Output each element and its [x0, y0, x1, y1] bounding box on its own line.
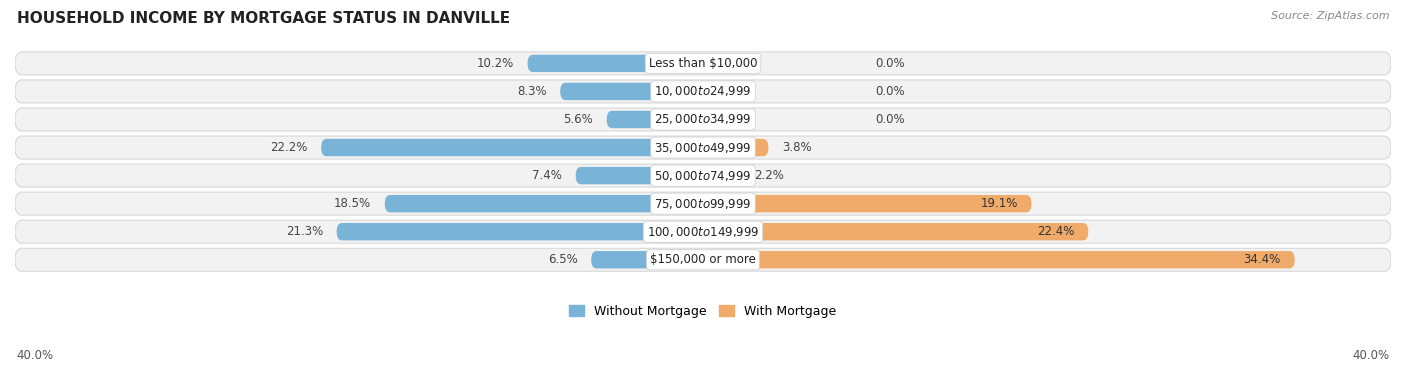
Legend: Without Mortgage, With Mortgage: Without Mortgage, With Mortgage [564, 300, 842, 323]
Text: 40.0%: 40.0% [17, 349, 53, 362]
FancyBboxPatch shape [15, 52, 1391, 75]
Text: 18.5%: 18.5% [333, 197, 371, 210]
Text: Less than $10,000: Less than $10,000 [648, 57, 758, 70]
Text: 0.0%: 0.0% [875, 57, 904, 70]
Text: $100,000 to $149,999: $100,000 to $149,999 [647, 225, 759, 239]
Text: 2.2%: 2.2% [755, 169, 785, 182]
Text: $50,000 to $74,999: $50,000 to $74,999 [654, 169, 752, 182]
FancyBboxPatch shape [15, 164, 1391, 187]
Text: 19.1%: 19.1% [980, 197, 1018, 210]
FancyBboxPatch shape [385, 195, 703, 212]
Text: $150,000 or more: $150,000 or more [650, 253, 756, 266]
Text: 6.5%: 6.5% [548, 253, 578, 266]
Text: 22.2%: 22.2% [270, 141, 308, 154]
FancyBboxPatch shape [15, 220, 1391, 243]
Text: Source: ZipAtlas.com: Source: ZipAtlas.com [1271, 11, 1389, 21]
Text: 21.3%: 21.3% [285, 225, 323, 238]
Text: HOUSEHOLD INCOME BY MORTGAGE STATUS IN DANVILLE: HOUSEHOLD INCOME BY MORTGAGE STATUS IN D… [17, 11, 510, 26]
FancyBboxPatch shape [703, 223, 1088, 241]
FancyBboxPatch shape [591, 251, 703, 268]
Text: $10,000 to $24,999: $10,000 to $24,999 [654, 84, 752, 98]
FancyBboxPatch shape [321, 139, 703, 156]
Text: 22.4%: 22.4% [1038, 225, 1074, 238]
Text: $35,000 to $49,999: $35,000 to $49,999 [654, 141, 752, 155]
FancyBboxPatch shape [336, 223, 703, 241]
FancyBboxPatch shape [703, 167, 741, 184]
FancyBboxPatch shape [560, 83, 703, 100]
FancyBboxPatch shape [527, 55, 703, 72]
Text: 10.2%: 10.2% [477, 57, 513, 70]
FancyBboxPatch shape [15, 248, 1391, 271]
FancyBboxPatch shape [703, 251, 1295, 268]
Text: 7.4%: 7.4% [531, 169, 562, 182]
Text: 8.3%: 8.3% [517, 85, 547, 98]
Text: $75,000 to $99,999: $75,000 to $99,999 [654, 197, 752, 211]
Text: $25,000 to $34,999: $25,000 to $34,999 [654, 112, 752, 127]
FancyBboxPatch shape [606, 111, 703, 128]
FancyBboxPatch shape [15, 136, 1391, 159]
Text: 5.6%: 5.6% [564, 113, 593, 126]
FancyBboxPatch shape [703, 139, 768, 156]
FancyBboxPatch shape [15, 192, 1391, 215]
FancyBboxPatch shape [15, 108, 1391, 131]
Text: 0.0%: 0.0% [875, 113, 904, 126]
Text: 40.0%: 40.0% [1353, 349, 1389, 362]
Text: 34.4%: 34.4% [1244, 253, 1281, 266]
Text: 3.8%: 3.8% [782, 141, 811, 154]
Text: 0.0%: 0.0% [875, 85, 904, 98]
FancyBboxPatch shape [15, 80, 1391, 103]
FancyBboxPatch shape [703, 195, 1032, 212]
FancyBboxPatch shape [575, 167, 703, 184]
